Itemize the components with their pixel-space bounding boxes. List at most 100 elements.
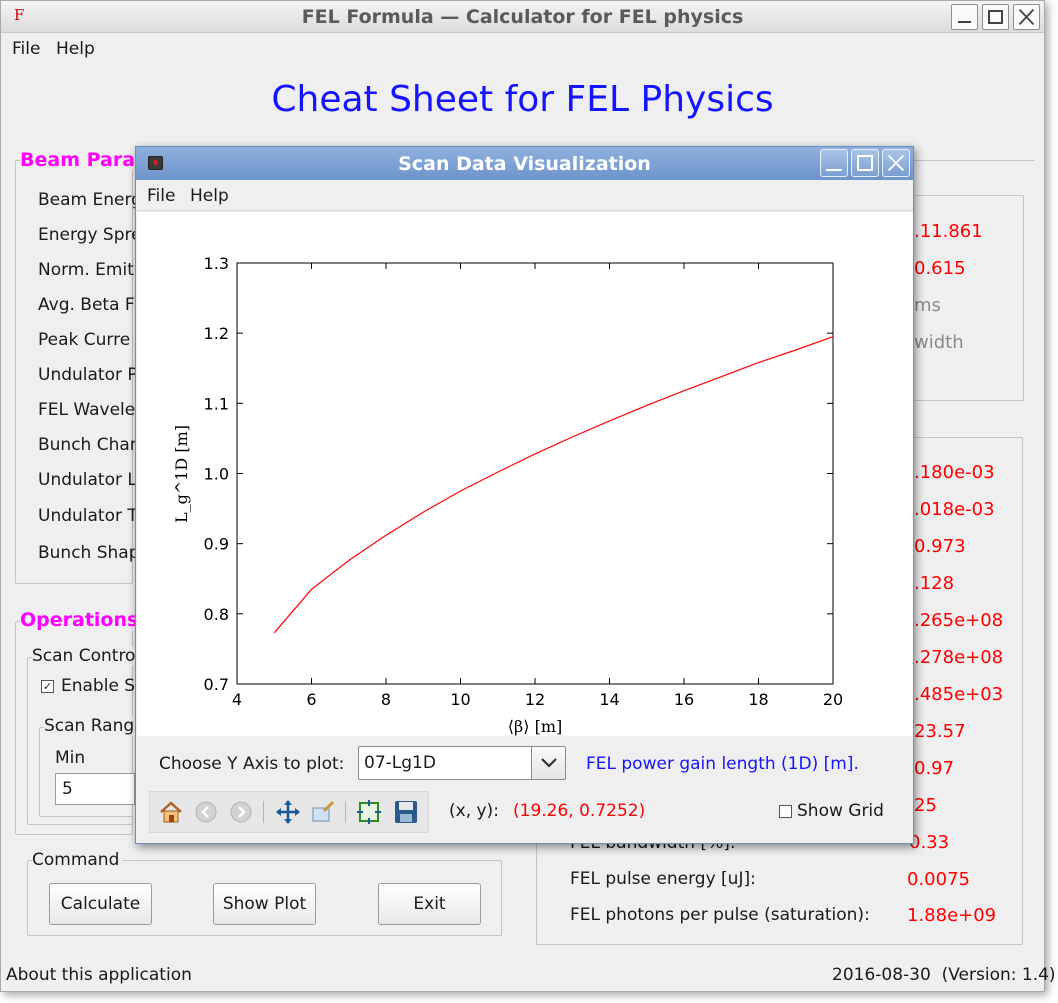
enable-scan-checkbox[interactable]: ✓ xyxy=(41,680,54,693)
value-fel-photons: 1.88e+09 xyxy=(907,905,997,926)
result-value-2: .018e-03 xyxy=(914,499,995,520)
label-fel-bandwidth: FEL bandwidth [%]: xyxy=(570,842,736,853)
scan-min-label: Min xyxy=(55,748,86,768)
maximize-icon xyxy=(857,155,873,171)
save-icon[interactable] xyxy=(393,799,419,825)
dialog-close-button[interactable] xyxy=(882,149,910,177)
main-maximize-button[interactable] xyxy=(982,4,1009,30)
pan-icon[interactable] xyxy=(275,799,301,825)
status-version: 2016-08-30 (Version: 1.4) xyxy=(832,965,1056,985)
y-tick-label: 0.7 xyxy=(204,675,229,694)
label-energy-spread: Energy Spre xyxy=(38,225,142,245)
show-plot-button[interactable]: Show Plot xyxy=(213,883,316,925)
result-value-3: 0.973 xyxy=(914,536,966,557)
y-tick-label: 0.9 xyxy=(204,535,229,554)
x-tick-label: 20 xyxy=(823,690,843,709)
label-beam-energy: Beam Energ xyxy=(38,190,142,210)
dialog-menu-file[interactable]: File xyxy=(147,186,176,206)
cursor-xy-value: (19.26, 0.7252) xyxy=(513,801,646,821)
main-titlebar[interactable]: F FEL Formula — Calculator for FEL physi… xyxy=(1,1,1044,33)
label-bunch-charge: Bunch Char xyxy=(38,435,137,455)
main-window-title: FEL Formula — Calculator for FEL physics xyxy=(301,6,744,28)
maximize-icon xyxy=(988,10,1003,24)
label-norm-emittance: Norm. Emit xyxy=(38,260,134,280)
operations-legend: Operations xyxy=(20,609,143,631)
scan-control-legend: Scan Contro xyxy=(32,646,139,666)
main-close-button[interactable] xyxy=(1013,4,1040,30)
y-axis-label-group: L_g^1D [m] xyxy=(172,425,191,523)
y-axis-label: L_g^1D [m] xyxy=(172,425,191,523)
x-tick-label: 12 xyxy=(525,690,545,709)
command-legend: Command xyxy=(32,850,123,870)
x-tick-label: 8 xyxy=(381,690,391,709)
dialog-menubar: File Help xyxy=(136,181,913,211)
menu-help[interactable]: Help xyxy=(56,39,95,59)
subplots-icon[interactable] xyxy=(356,799,382,825)
label-undulator-length: Undulator L xyxy=(38,470,137,490)
toolbar-separator xyxy=(345,801,346,823)
dialog-title: Scan Data Visualization xyxy=(398,153,651,175)
plot-frame xyxy=(236,262,834,685)
home-icon[interactable] xyxy=(158,799,184,825)
calculate-button[interactable]: Calculate xyxy=(49,883,152,925)
result-unit-width: width xyxy=(914,332,964,353)
value-fel-pulse-energy: 0.0075 xyxy=(907,869,970,890)
y-tick-label: 1.2 xyxy=(204,324,229,343)
x-tick-label: 6 xyxy=(306,690,316,709)
page-title: Cheat Sheet for FEL Physics xyxy=(271,79,774,120)
result-value-7: .485e+03 xyxy=(914,684,1004,705)
result-value-top-2: 0.615 xyxy=(914,258,966,279)
menu-file[interactable]: File xyxy=(12,39,41,59)
forward-icon[interactable] xyxy=(228,799,254,825)
show-grid-label: Show Grid xyxy=(797,801,884,821)
plot-canvas[interactable]: 4 6 8 10 12 14 16 18 20 0.7 0.8 0.9 1.0 1.1 1.2 1.3 ⟨β… xyxy=(137,212,913,736)
scan-min-input[interactable]: 5 xyxy=(55,773,135,805)
label-undulator-period: Undulator P xyxy=(38,365,138,385)
dialog-app-icon xyxy=(148,156,163,170)
line-chart[interactable]: 4 6 8 10 12 14 16 18 20 0.7 0.8 0.9 1.0 1.1 1.2 1.3 ⟨β… xyxy=(137,212,913,736)
result-value-1: .180e-03 xyxy=(914,462,995,483)
top-right-inner-group xyxy=(914,195,1024,401)
exit-button[interactable]: Exit xyxy=(378,883,481,925)
status-about[interactable]: About this application xyxy=(6,965,192,985)
x-tick-label: 14 xyxy=(599,690,619,709)
y-tick-label: 1.0 xyxy=(204,465,229,484)
dialog-titlebar[interactable]: Scan Data Visualization xyxy=(136,147,913,180)
chevron-down-icon[interactable] xyxy=(531,747,565,779)
top-right-group-edge xyxy=(914,160,1035,161)
y-tick-label: 1.1 xyxy=(204,394,229,413)
scan-visualization-dialog: Scan Data Visualization File Help 4 6 8 10 1… xyxy=(135,146,914,844)
result-unit-ms: ms xyxy=(914,295,941,316)
plot-toolbar xyxy=(149,791,429,833)
minimize-icon xyxy=(958,21,971,23)
label-fel-photons: FEL photons per pulse (saturation): xyxy=(570,905,870,925)
x-tick-label: 18 xyxy=(748,690,768,709)
main-minimize-button[interactable] xyxy=(951,4,978,30)
label-peak-current: Peak Curre xyxy=(38,330,131,350)
series-line xyxy=(273,336,834,634)
x-tick-label: 10 xyxy=(450,690,470,709)
minimize-icon xyxy=(826,169,842,171)
toolbar-separator xyxy=(263,801,264,823)
show-grid-checkbox[interactable] xyxy=(779,805,792,818)
label-fel-pulse-energy: FEL pulse energy [uJ]: xyxy=(570,869,756,889)
app-logo-icon: F xyxy=(14,6,25,24)
result-value-10: 25 xyxy=(914,795,937,816)
scan-range-legend: Scan Range xyxy=(44,716,148,736)
x-tick-label: 4 xyxy=(232,690,242,709)
zoom-icon[interactable] xyxy=(310,799,336,825)
command-group xyxy=(27,860,502,936)
label-fel-wavelength: FEL Wavele xyxy=(38,400,136,420)
result-value-9: 0.97 xyxy=(914,758,955,779)
label-bunch-shape: Bunch Shap xyxy=(38,543,140,563)
back-icon[interactable] xyxy=(193,799,219,825)
choose-y-label: Choose Y Axis to plot: xyxy=(159,754,345,774)
enable-scan-label: Enable Sc xyxy=(61,676,145,696)
y-axis-select[interactable]: 07-Lg1D xyxy=(358,746,566,780)
result-value-8: 23.57 xyxy=(914,721,966,742)
label-undulator-type: Undulator T xyxy=(38,506,138,526)
close-icon xyxy=(1018,8,1035,26)
dialog-maximize-button[interactable] xyxy=(851,149,879,177)
dialog-minimize-button[interactable] xyxy=(820,149,848,177)
dialog-menu-help[interactable]: Help xyxy=(190,186,229,206)
